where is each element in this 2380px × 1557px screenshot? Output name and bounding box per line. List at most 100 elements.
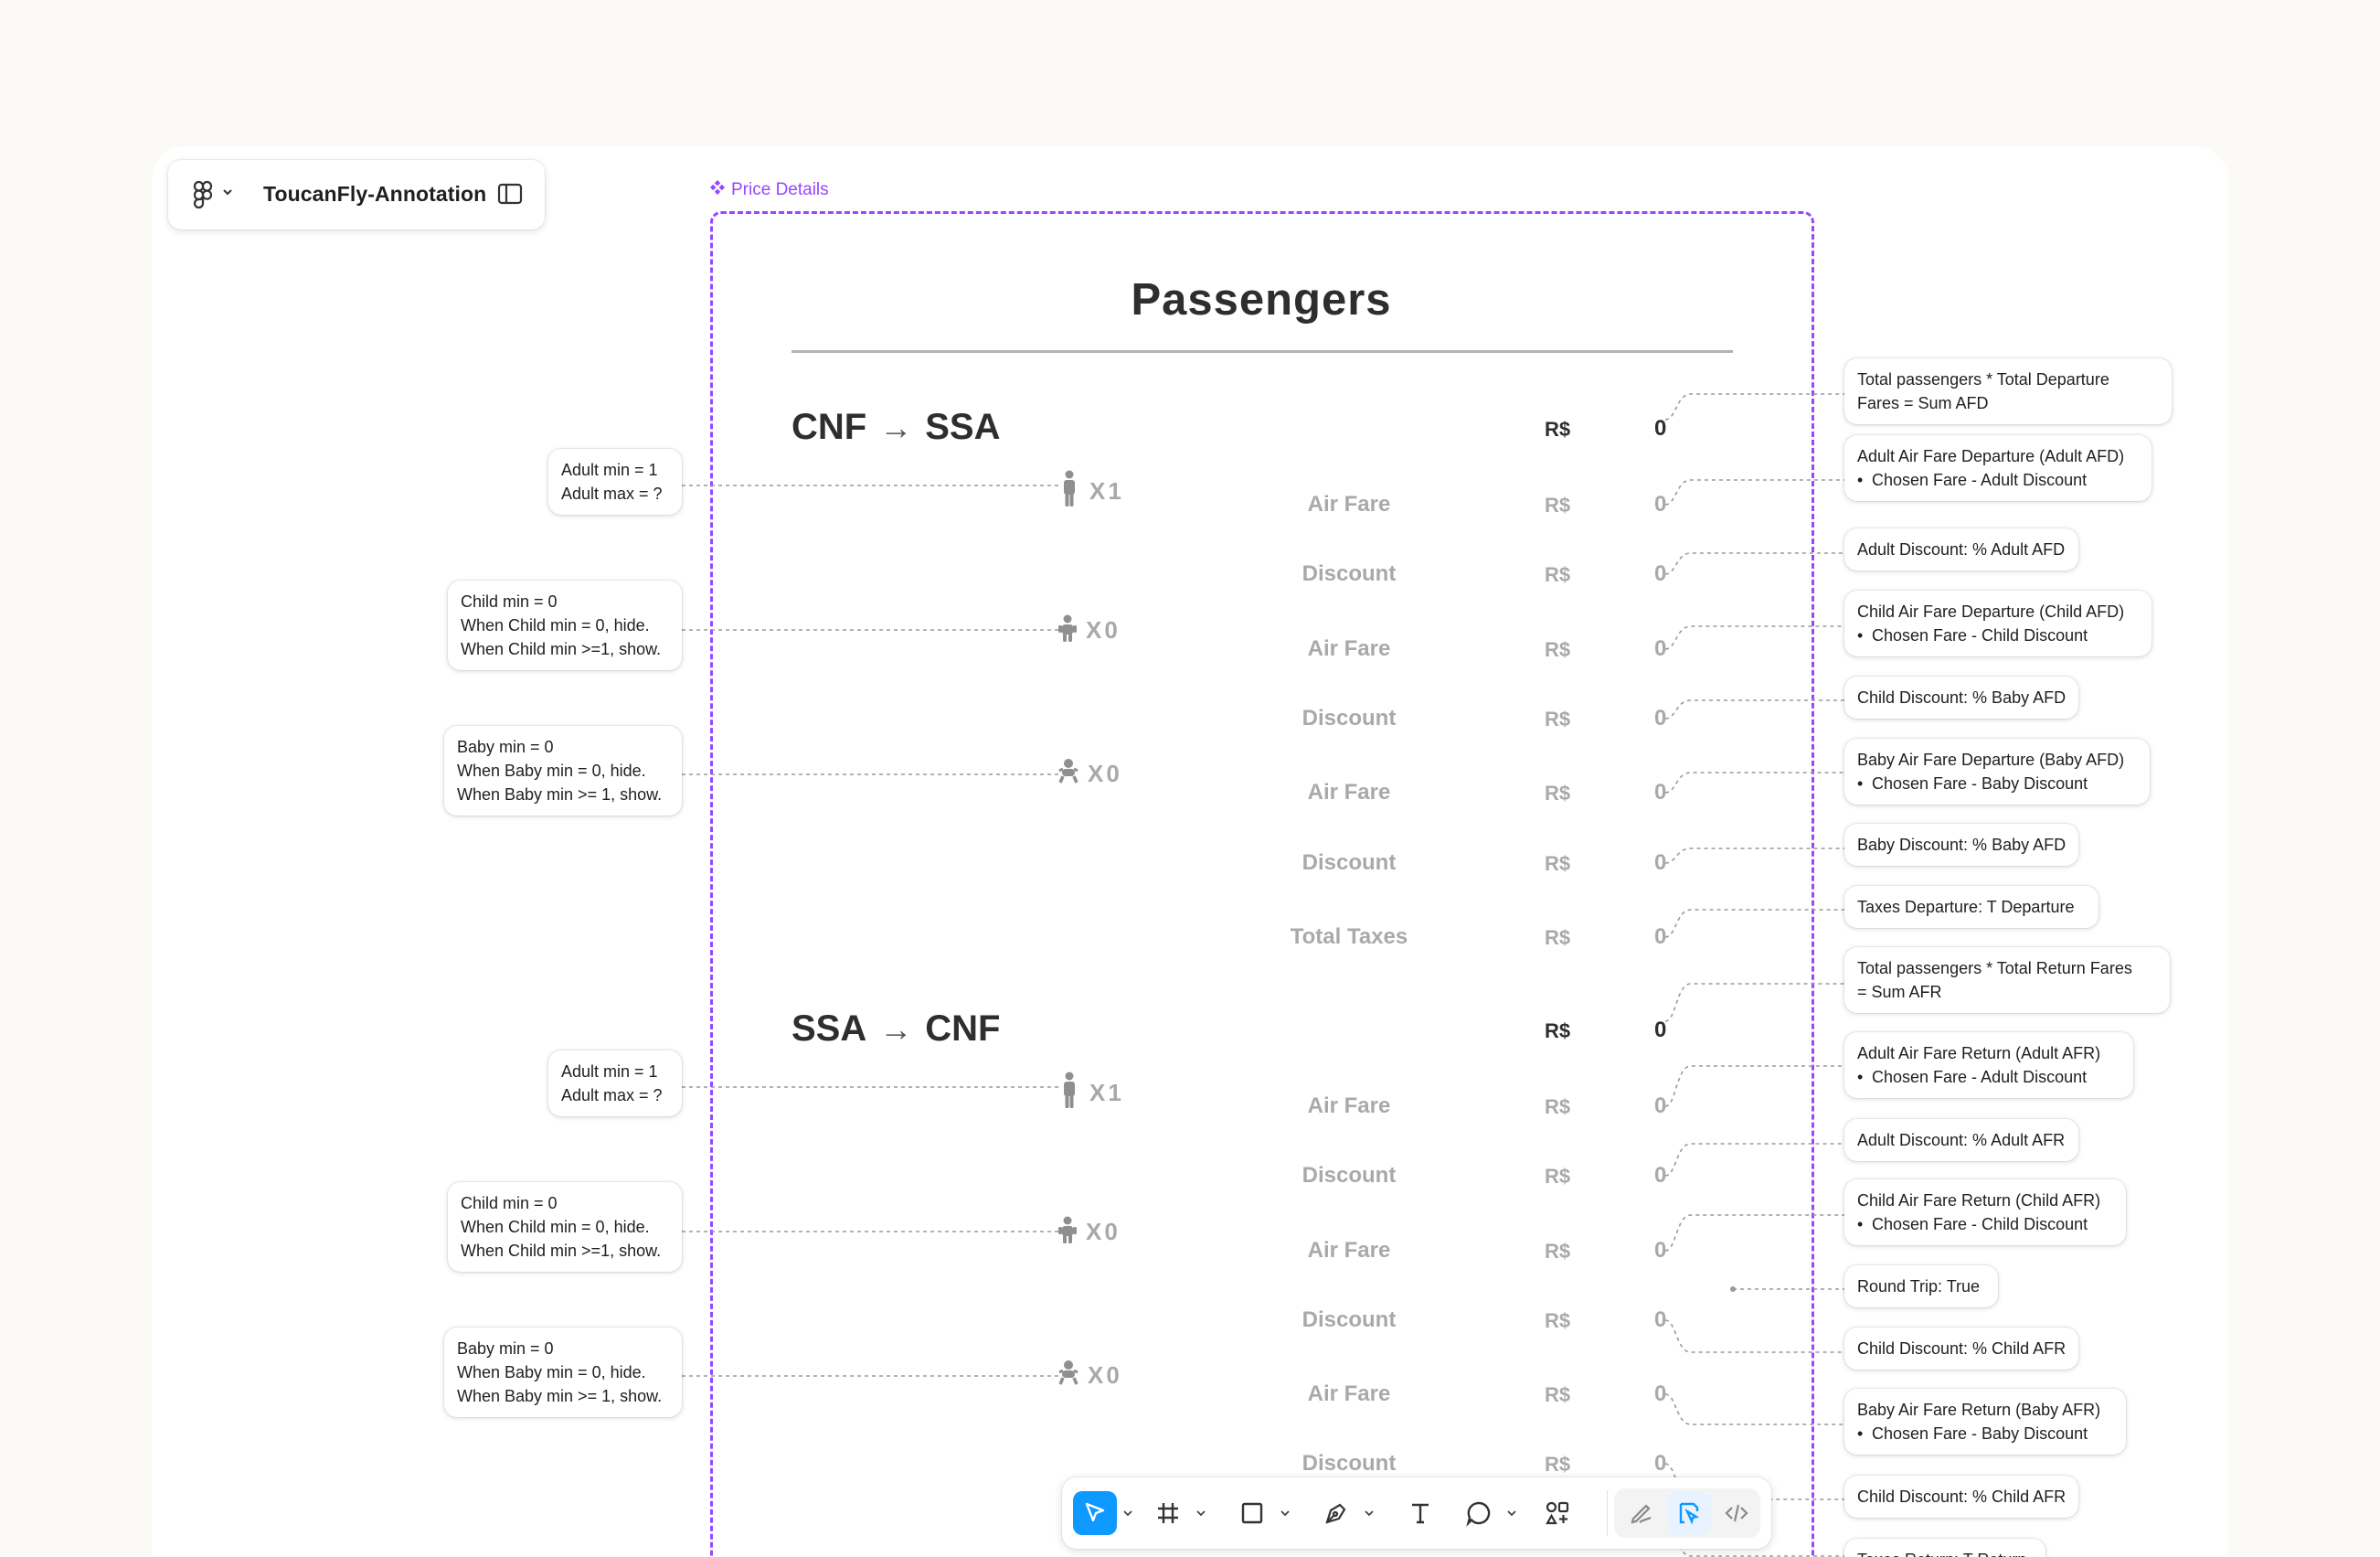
currency-label: R$ <box>1545 638 1571 661</box>
dev-mode-button[interactable] <box>1715 1491 1758 1535</box>
chevron-down-icon[interactable] <box>1506 1507 1517 1523</box>
file-menu[interactable]: ToucanFly-Annotation <box>168 160 545 229</box>
chevron-down-icon[interactable] <box>1364 1507 1375 1523</box>
annotation-note[interactable]: Child Discount: % Child AFR <box>1844 1476 2078 1518</box>
row-label: Discount <box>1302 850 1397 875</box>
adult-person-icon <box>1057 1072 1082 1114</box>
passenger-count: 0 <box>1106 760 1120 787</box>
passenger-count: 1 <box>1108 1079 1121 1106</box>
note-bullet: Chosen Fare - Baby Discount <box>1857 772 2137 795</box>
note-bullet: Chosen Fare - Baby Discount <box>1857 1422 2113 1445</box>
row-value: 0 <box>1654 924 1667 949</box>
currency-label: R$ <box>1545 1383 1571 1406</box>
pen-tool-button[interactable] <box>1314 1491 1358 1535</box>
annotation-note[interactable]: Total passengers * Total Departure Fares … <box>1844 358 2172 424</box>
annotation-note[interactable]: Child Discount: % Child AFR <box>1844 1328 2078 1370</box>
note-bullet: Chosen Fare - Child Discount <box>1857 624 2139 647</box>
note-line: When Baby min = 0, hide. <box>457 762 646 780</box>
currency-label: R$ <box>1545 1019 1571 1042</box>
note-line: Child Discount: % Child AFR <box>1857 1488 2067 1506</box>
note-line: Baby Discount: % Baby AFD <box>1857 836 2067 854</box>
comment-tool-button[interactable] <box>1457 1491 1501 1535</box>
note-line: When Baby min = 0, hide. <box>457 1363 646 1381</box>
annotation-note[interactable]: Total passengers * Total Return Fares = S… <box>1844 947 2170 1013</box>
annotation-note[interactable]: Child min = 0 When Child min = 0, hide. Wh… <box>448 581 682 670</box>
row-label: Total Taxes <box>1290 924 1408 949</box>
annotation-note[interactable]: Adult min = 1 Adult max = ? <box>548 449 682 515</box>
note-line: Child min = 0 <box>461 592 558 611</box>
row-value: 0 <box>1654 1093 1667 1118</box>
annotation-note[interactable]: Child min = 0 When Child min = 0, hide. Wh… <box>448 1182 682 1272</box>
annotation-note[interactable]: Baby Discount: % Baby AFD <box>1844 824 2078 866</box>
note-line: = Sum AFR <box>1857 983 1942 1001</box>
chevron-down-icon[interactable] <box>221 186 234 203</box>
row-label: Discount <box>1302 1307 1397 1332</box>
multiply-sign: X <box>1089 1079 1106 1106</box>
annotation-note[interactable]: Adult Discount: % Adult AFR <box>1844 1119 2078 1161</box>
chevron-down-icon[interactable] <box>1280 1507 1291 1523</box>
note-line: Total passengers * Total Departure <box>1857 370 2109 389</box>
row-label: Discount <box>1302 706 1397 731</box>
annotation-note[interactable]: Taxes Return: T Return <box>1844 1539 2045 1557</box>
sidebar-toggle-icon[interactable] <box>497 182 523 210</box>
page-title: Passengers <box>1131 275 1392 325</box>
baby-person-icon <box>1057 758 1080 790</box>
note-bullet: Chosen Fare - Adult Discount <box>1857 468 2139 492</box>
annotation-note[interactable]: Adult Discount: % Adult AFD <box>1844 528 2078 571</box>
annotation-note[interactable]: Round Trip: True <box>1844 1265 1998 1307</box>
route-header: CNF → SSA <box>792 407 1000 448</box>
row-value: 0 <box>1654 1381 1667 1406</box>
annotation-note[interactable]: Baby Air Fare Departure (Baby AFD) Chosen… <box>1844 739 2150 805</box>
note-line: Adult max = ? <box>561 485 663 503</box>
currency-label: R$ <box>1545 494 1571 517</box>
annotation-note[interactable]: Baby Air Fare Return (Baby AFR) Chosen Fa… <box>1844 1389 2126 1455</box>
chevron-down-icon[interactable] <box>1122 1507 1133 1523</box>
route-destination: SSA <box>925 407 1001 447</box>
note-line: When Child min = 0, hide. <box>461 616 650 635</box>
note-line: Child Air Fare Return (Child AFR) <box>1857 1191 2101 1210</box>
row-label: Discount <box>1302 1451 1397 1476</box>
text-tool-button[interactable] <box>1398 1491 1442 1535</box>
move-tool-button[interactable] <box>1073 1491 1117 1535</box>
annotation-note[interactable]: Adult Air Fare Departure (Adult AFD) Chos… <box>1844 435 2152 501</box>
note-line: Child Discount: % Child AFR <box>1857 1339 2067 1358</box>
row-value: 0 <box>1654 561 1667 586</box>
annotation-note[interactable]: Baby min = 0 When Baby min = 0, hide. When… <box>444 726 682 816</box>
annotation-note[interactable]: Child Air Fare Return (Child AFR) Chosen … <box>1844 1179 2126 1245</box>
note-line: When Child min >=1, show. <box>461 640 662 658</box>
multiply-sign: X <box>1089 477 1106 505</box>
note-line: Adult Air Fare Departure (Adult AFD) <box>1857 447 2125 465</box>
child-person-icon <box>1057 614 1078 646</box>
price-details-frame[interactable] <box>710 211 1814 1557</box>
annotation-note[interactable]: Taxes Departure: T Departure <box>1844 886 2098 928</box>
rectangle-tool-button[interactable] <box>1230 1491 1274 1535</box>
annotation-note[interactable]: Adult Air Fare Return (Adult AFR) Chosen … <box>1844 1032 2133 1098</box>
annotation-note[interactable]: Child Air Fare Departure (Child AFD) Chos… <box>1844 591 2152 656</box>
frame-label[interactable]: Price Details <box>709 179 829 201</box>
annotation-note[interactable]: Baby min = 0 When Baby min = 0, hide. When… <box>444 1328 682 1417</box>
row-value: 0 <box>1654 1163 1667 1188</box>
actions-tool-button[interactable] <box>1535 1491 1579 1535</box>
file-name[interactable]: ToucanFly-Annotation <box>263 182 487 206</box>
note-line: When Child min >=1, show. <box>461 1242 662 1260</box>
annotation-note[interactable]: Child Discount: % Baby AFD <box>1844 677 2078 719</box>
note-line: Adult min = 1 <box>561 461 658 479</box>
chevron-down-icon[interactable] <box>1195 1507 1206 1523</box>
figma-logo-icon[interactable] <box>192 180 216 216</box>
annotation-note[interactable]: Adult min = 1 Adult max = ? <box>548 1050 682 1116</box>
note-line: Adult Discount: % Adult AFR <box>1857 1131 2066 1149</box>
draw-mode-button[interactable] <box>1620 1491 1663 1535</box>
design-mode-button[interactable] <box>1667 1491 1711 1535</box>
frame-tool-button[interactable] <box>1146 1491 1190 1535</box>
note-line: Taxes Departure: T Departure <box>1857 898 2075 916</box>
currency-label: R$ <box>1545 1453 1571 1476</box>
